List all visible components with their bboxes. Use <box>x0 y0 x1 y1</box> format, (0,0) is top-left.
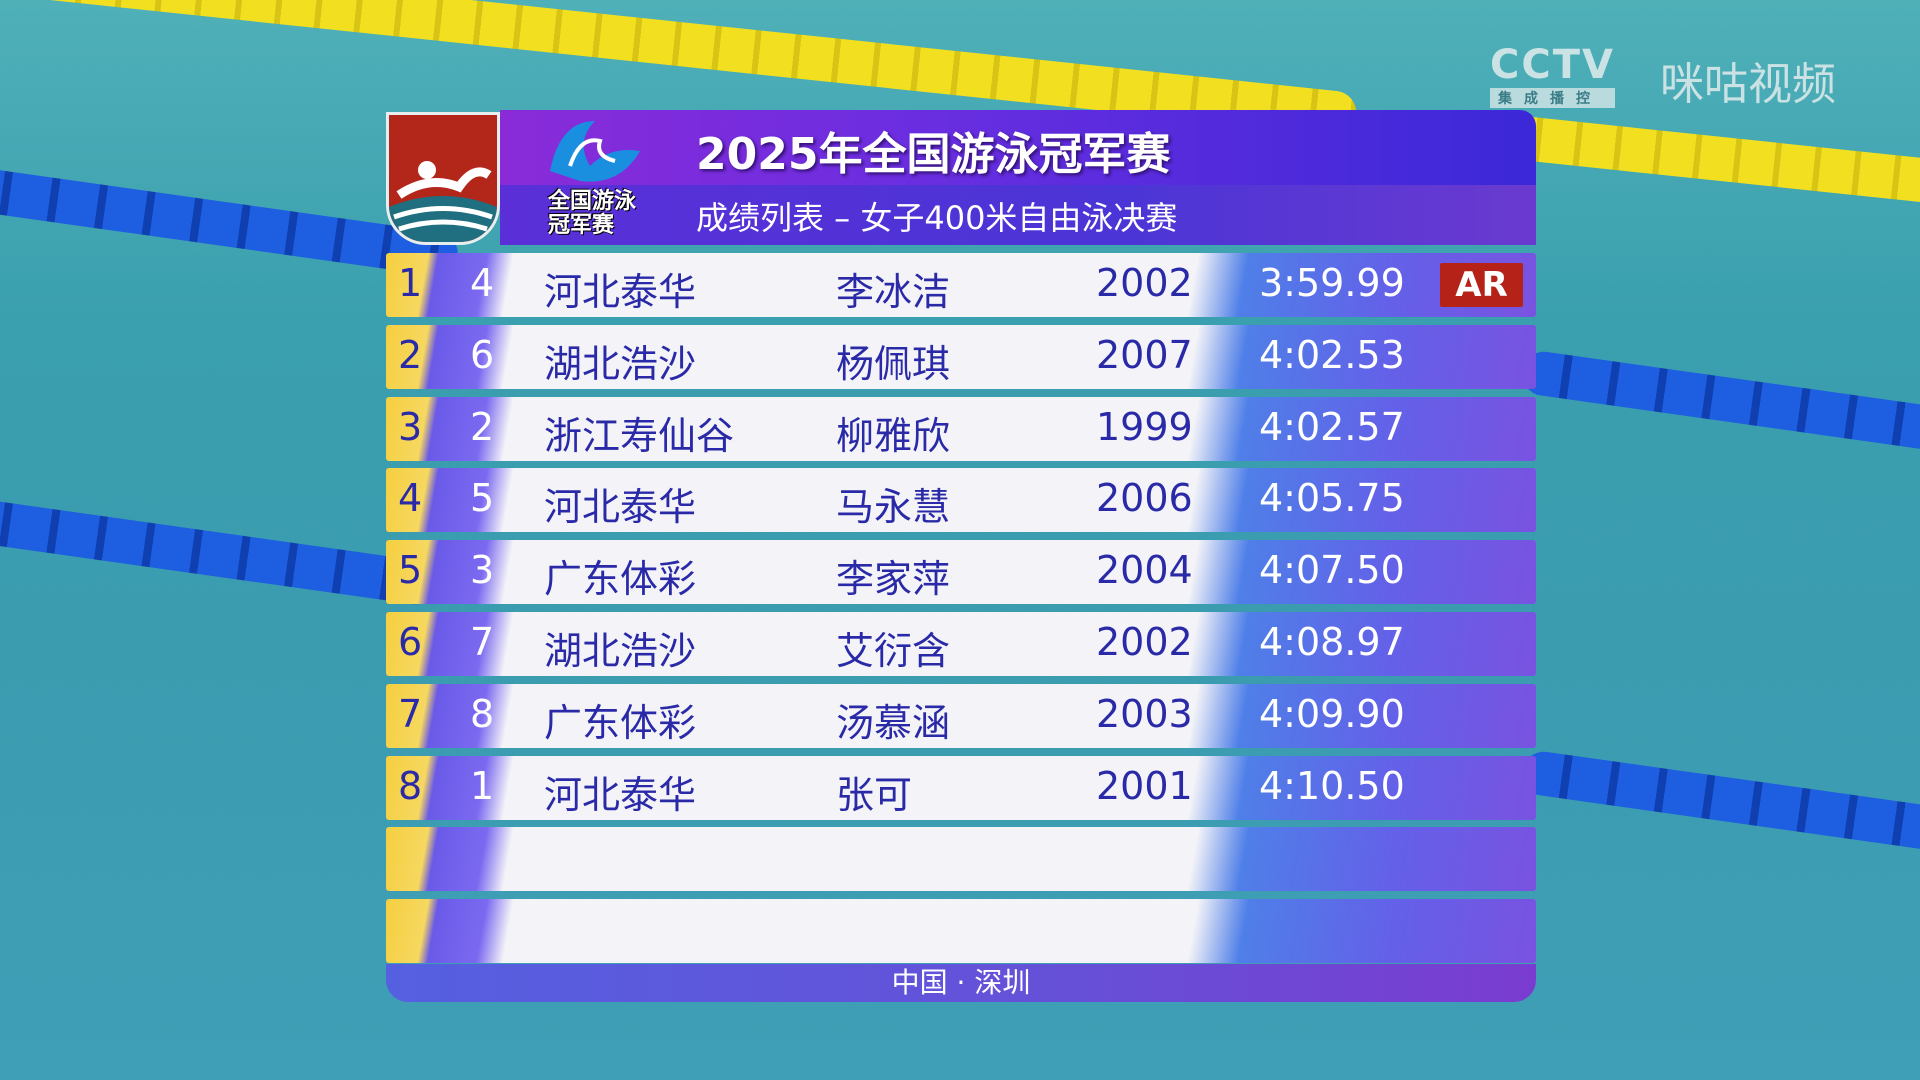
result-row: 1 4 河北泰华 李冰洁 2002 3:59.99 AR <box>386 253 1536 317</box>
lane-cell: 4 <box>470 261 495 305</box>
name-cell: 马永慧 <box>836 485 951 530</box>
year-cell: 2006 <box>1096 476 1193 521</box>
lane-rope <box>0 496 441 608</box>
swimming-association-logo <box>386 112 500 245</box>
time-cell: 4:02.53 <box>1259 332 1405 377</box>
result-row: 4 5 河北泰华 马永慧 2006 4:05.75 <box>386 468 1536 533</box>
time-cell: 3:59.99 <box>1259 261 1405 305</box>
event-logo-text: 全国游泳冠军赛 <box>548 189 637 238</box>
team-cell: 河北泰华 <box>544 485 697 530</box>
name-cell: 李冰洁 <box>836 270 951 314</box>
team-cell: 广东体彩 <box>544 700 697 745</box>
lane-cell: 8 <box>470 691 495 736</box>
rank-cell: 4 <box>398 476 423 521</box>
lane-cell: 7 <box>470 620 495 664</box>
year-cell: 2001 <box>1096 763 1193 808</box>
team-cell: 湖北浩沙 <box>544 341 697 386</box>
cctv-watermark: CCTV 集成播控 <box>1490 42 1615 108</box>
name-cell: 杨佩琪 <box>836 341 951 386</box>
name-cell: 李家萍 <box>836 557 951 602</box>
lane-cell: 6 <box>470 332 495 377</box>
lane-rope <box>1499 113 1920 211</box>
team-cell: 河北泰华 <box>544 270 697 314</box>
year-cell: 2007 <box>1096 332 1193 377</box>
result-row: 8 1 河北泰华 张可 2001 4:10.50 <box>386 755 1536 820</box>
year-cell: 2004 <box>1096 548 1193 593</box>
event-logo: 全国游泳冠军赛 <box>540 116 650 240</box>
team-cell: 河北泰华 <box>544 772 697 817</box>
migu-watermark: 咪咕视频 <box>1660 59 1836 110</box>
rank-cell: 7 <box>398 691 423 736</box>
empty-row <box>386 827 1536 891</box>
lane-rope <box>1519 748 1920 856</box>
lane-rope <box>1519 348 1920 456</box>
result-row: 5 3 广东体彩 李家萍 2004 4:07.50 <box>386 540 1536 605</box>
team-cell: 浙江寿仙谷 <box>544 413 735 458</box>
team-cell: 广东体彩 <box>544 557 697 602</box>
event-subtitle: 成绩列表 – 女子400米自由泳决赛 <box>696 199 1178 237</box>
rank-cell: 2 <box>398 332 423 377</box>
name-cell: 张可 <box>836 772 913 817</box>
rank-cell: 5 <box>398 548 423 593</box>
time-cell: 4:02.57 <box>1259 404 1405 449</box>
result-row: 3 2 浙江寿仙谷 柳雅欣 1999 4:02.57 <box>386 396 1536 461</box>
page-title: 2025年全国游泳冠军赛 <box>696 129 1171 180</box>
rank-cell: 3 <box>398 404 423 449</box>
result-row: 7 8 广东体彩 汤慕涵 2003 4:09.90 <box>386 683 1536 748</box>
rank-cell: 8 <box>398 763 423 808</box>
rank-cell: 1 <box>398 261 423 305</box>
lane-cell: 5 <box>470 476 495 521</box>
record-badge: AR <box>1440 263 1523 307</box>
name-cell: 柳雅欣 <box>836 413 951 458</box>
cctv-logo-text: CCTV <box>1490 42 1615 88</box>
time-cell: 4:05.75 <box>1259 476 1405 521</box>
lane-cell: 1 <box>470 763 495 808</box>
header-banner: 全国游泳冠军赛 2025年全国游泳冠军赛 成绩列表 – 女子400米自由泳决赛 <box>500 110 1536 245</box>
year-cell: 1999 <box>1096 404 1193 449</box>
year-cell: 2003 <box>1096 691 1193 736</box>
lane-cell: 3 <box>470 548 495 593</box>
time-cell: 4:08.97 <box>1259 620 1405 664</box>
lane-cell: 2 <box>470 404 495 449</box>
result-row: 2 6 湖北浩沙 杨佩琪 2007 4:02.53 <box>386 324 1536 389</box>
cctv-sub-text: 集成播控 <box>1490 88 1615 108</box>
rank-cell: 6 <box>398 620 423 664</box>
year-cell: 2002 <box>1096 261 1193 305</box>
time-cell: 4:07.50 <box>1259 548 1405 593</box>
footer-location: 中国 · 深圳 <box>386 964 1536 1002</box>
time-cell: 4:10.50 <box>1259 763 1405 808</box>
name-cell: 艾衍含 <box>836 629 951 673</box>
time-cell: 4:09.90 <box>1259 691 1405 736</box>
result-row: 6 7 湖北浩沙 艾衍含 2002 4:08.97 <box>386 612 1536 676</box>
team-cell: 湖北浩沙 <box>544 629 697 673</box>
name-cell: 汤慕涵 <box>836 700 951 745</box>
year-cell: 2002 <box>1096 620 1193 664</box>
empty-row <box>386 899 1536 963</box>
